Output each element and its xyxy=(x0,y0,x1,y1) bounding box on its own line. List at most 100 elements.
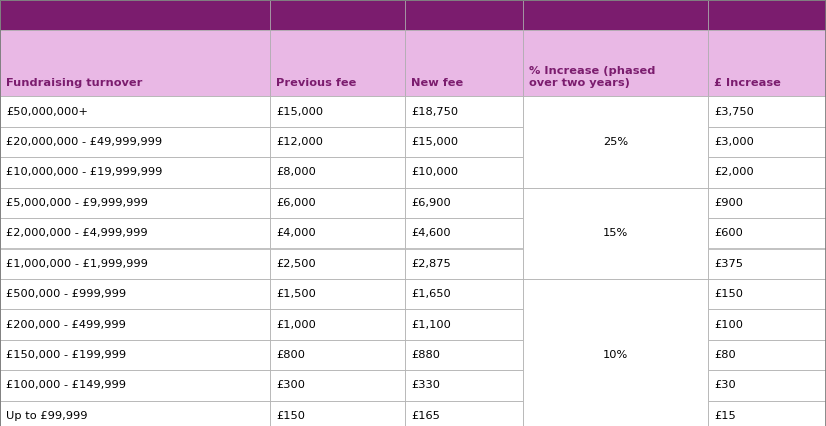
Bar xyxy=(0,340,270,370)
Text: £165: £165 xyxy=(411,411,440,421)
Text: £50,000,000+: £50,000,000+ xyxy=(6,106,88,117)
Bar xyxy=(523,187,708,279)
Bar xyxy=(405,248,523,279)
Bar xyxy=(708,279,826,309)
Text: £2,875: £2,875 xyxy=(411,259,451,269)
Bar xyxy=(270,279,405,309)
Bar xyxy=(405,127,523,157)
Text: £4,600: £4,600 xyxy=(411,228,451,238)
Bar xyxy=(0,309,270,340)
Text: Previous fee: Previous fee xyxy=(276,78,356,88)
Bar xyxy=(270,127,405,157)
Bar xyxy=(0,0,270,30)
Text: £2,000,000 - £4,999,999: £2,000,000 - £4,999,999 xyxy=(6,228,148,238)
Bar xyxy=(708,218,826,248)
Text: £5,000,000 - £9,999,999: £5,000,000 - £9,999,999 xyxy=(6,198,148,208)
Text: £1,650: £1,650 xyxy=(411,289,451,299)
Text: £150: £150 xyxy=(276,411,305,421)
Bar xyxy=(270,400,405,426)
Bar xyxy=(270,248,405,279)
Bar xyxy=(405,187,523,218)
Bar xyxy=(270,0,405,30)
Text: £12,000: £12,000 xyxy=(276,137,323,147)
Bar xyxy=(405,30,523,96)
Text: £18,750: £18,750 xyxy=(411,106,458,117)
Bar xyxy=(405,400,523,426)
Text: £150,000 - £199,999: £150,000 - £199,999 xyxy=(6,350,126,360)
Text: £150: £150 xyxy=(714,289,743,299)
Bar xyxy=(708,0,826,30)
Text: £200,000 - £499,999: £200,000 - £499,999 xyxy=(6,320,126,330)
Text: £6,900: £6,900 xyxy=(411,198,451,208)
Bar xyxy=(523,96,708,187)
Bar xyxy=(0,279,270,309)
Bar xyxy=(405,0,523,30)
Text: £1,500: £1,500 xyxy=(276,289,316,299)
Text: £15,000: £15,000 xyxy=(411,137,458,147)
Text: £8,000: £8,000 xyxy=(276,167,316,177)
Text: £80: £80 xyxy=(714,350,736,360)
Bar xyxy=(270,218,405,248)
Text: £330: £330 xyxy=(411,380,440,390)
Bar xyxy=(0,127,270,157)
Text: £10,000: £10,000 xyxy=(411,167,458,177)
Bar xyxy=(270,340,405,370)
Bar xyxy=(405,157,523,187)
Bar xyxy=(523,30,708,96)
Text: £1,000: £1,000 xyxy=(276,320,316,330)
Bar xyxy=(270,30,405,96)
Text: £1,000,000 - £1,999,999: £1,000,000 - £1,999,999 xyxy=(6,259,148,269)
Text: £600: £600 xyxy=(714,228,743,238)
Bar xyxy=(0,400,270,426)
Bar xyxy=(405,309,523,340)
Bar xyxy=(0,218,270,248)
Bar xyxy=(708,248,826,279)
Text: £15: £15 xyxy=(714,411,736,421)
Text: £2,000: £2,000 xyxy=(714,167,754,177)
Bar xyxy=(523,279,708,426)
Text: £3,000: £3,000 xyxy=(714,137,754,147)
Text: £375: £375 xyxy=(714,259,743,269)
Bar xyxy=(708,340,826,370)
Bar xyxy=(0,30,270,96)
Text: 10%: 10% xyxy=(603,350,628,360)
Text: £100: £100 xyxy=(714,320,743,330)
Bar xyxy=(0,96,270,127)
Bar xyxy=(708,309,826,340)
Bar xyxy=(708,157,826,187)
Text: £30: £30 xyxy=(714,380,736,390)
Bar xyxy=(708,127,826,157)
Text: 25%: 25% xyxy=(603,137,628,147)
Text: Fundraising turnover: Fundraising turnover xyxy=(6,78,142,88)
Text: Up to £99,999: Up to £99,999 xyxy=(6,411,88,421)
Text: New fee: New fee xyxy=(411,78,463,88)
Bar xyxy=(405,96,523,127)
Bar xyxy=(405,218,523,248)
Text: £20,000,000 - £49,999,999: £20,000,000 - £49,999,999 xyxy=(6,137,162,147)
Text: £10,000,000 - £19,999,999: £10,000,000 - £19,999,999 xyxy=(6,167,163,177)
Bar xyxy=(0,370,270,400)
Bar xyxy=(0,157,270,187)
Bar xyxy=(708,30,826,96)
Bar xyxy=(405,370,523,400)
Text: £800: £800 xyxy=(276,350,305,360)
Bar xyxy=(405,340,523,370)
Bar xyxy=(523,0,708,30)
Bar xyxy=(270,157,405,187)
Text: % Increase (phased
over two years): % Increase (phased over two years) xyxy=(529,66,655,88)
Bar xyxy=(708,400,826,426)
Bar xyxy=(270,370,405,400)
Text: £880: £880 xyxy=(411,350,440,360)
Bar xyxy=(270,96,405,127)
Bar xyxy=(405,279,523,309)
Bar xyxy=(708,370,826,400)
Bar xyxy=(0,187,270,218)
Text: £300: £300 xyxy=(276,380,305,390)
Text: £500,000 - £999,999: £500,000 - £999,999 xyxy=(6,289,126,299)
Text: £1,100: £1,100 xyxy=(411,320,451,330)
Text: 15%: 15% xyxy=(603,228,628,238)
Bar xyxy=(0,248,270,279)
Text: £900: £900 xyxy=(714,198,743,208)
Bar xyxy=(708,187,826,218)
Text: £4,000: £4,000 xyxy=(276,228,316,238)
